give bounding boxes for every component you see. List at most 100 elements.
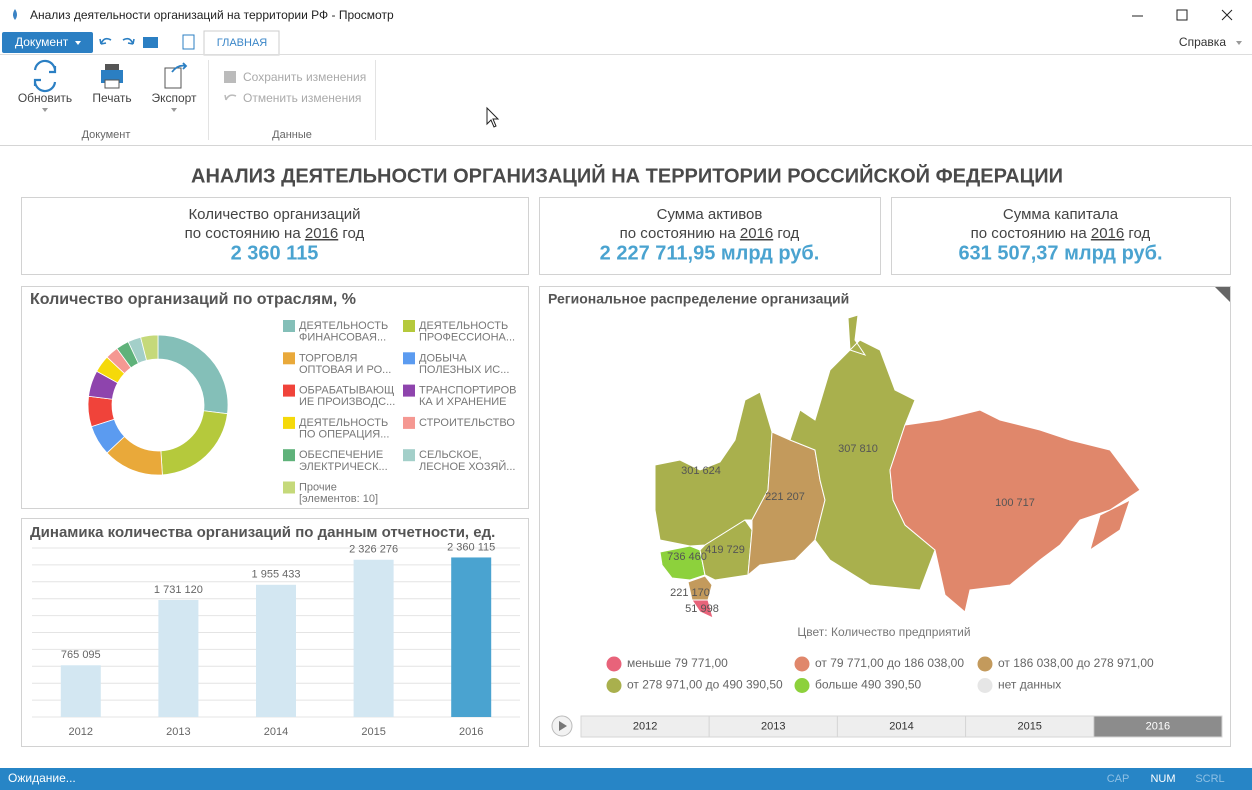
- kpi-card: [21, 197, 529, 275]
- legend-label[interactable]: меньше 79 771,00: [627, 656, 728, 670]
- legend-label[interactable]: больше 490 390,50: [815, 678, 922, 692]
- kpi-value: 2 360 115: [231, 242, 319, 264]
- kpi-cards: Количество организаций по состоянию на 20…: [21, 197, 1231, 275]
- close-button[interactable]: [1221, 9, 1233, 21]
- x-tick-label: 2016: [459, 726, 483, 738]
- legend-swatch[interactable]: [403, 416, 415, 429]
- legend-swatch[interactable]: [283, 449, 295, 462]
- timeline-label[interactable]: 2015: [1017, 720, 1041, 732]
- menu-arrow: [75, 41, 81, 45]
- chart-title: Динамика количества организаций по данны…: [30, 524, 495, 541]
- legend-label[interactable]: ДОБЫЧА ПОЛЕЗНЫХ ИС...: [419, 352, 509, 376]
- refresh-icon[interactable]: [33, 59, 57, 93]
- legend-swatch[interactable]: [403, 352, 415, 365]
- legend-marker[interactable]: [977, 678, 993, 693]
- maximize-button[interactable]: [1176, 9, 1188, 21]
- legend-label[interactable]: Прочие [элементов: 10]: [299, 481, 378, 505]
- legend-swatch[interactable]: [403, 320, 415, 332]
- legend-label[interactable]: нет данных: [998, 678, 1061, 692]
- document-menu-label[interactable]: Документ: [15, 35, 69, 49]
- bar[interactable]: [60, 665, 101, 717]
- legend-label[interactable]: ОБЕСПЕЧЕНИЕ ЭЛЕКТРИЧЕСК...: [299, 449, 388, 473]
- legend-label[interactable]: ТОРГОВЛЯ ОПТОВАЯ И РО...: [299, 352, 391, 376]
- undo-button[interactable]: [99, 37, 112, 45]
- region-label: 307 810: [838, 443, 878, 455]
- map-title: Региональное распределение организаций: [548, 291, 849, 307]
- map-region[interactable]: [691, 599, 714, 619]
- timeline-label[interactable]: 2012: [633, 720, 657, 732]
- map-region[interactable]: [659, 545, 706, 581]
- legend-swatch[interactable]: [283, 481, 295, 494]
- legend-label[interactable]: ТРАНСПОРТИРОВ КА И ХРАНЕНИЕ: [419, 385, 516, 409]
- play-icon: [559, 721, 567, 731]
- legend-swatch[interactable]: [283, 352, 295, 365]
- data-label: 1 955 433: [252, 569, 301, 581]
- panel-corner[interactable]: [1215, 287, 1230, 302]
- kpi-date-prefix: по состоянию на: [185, 225, 302, 242]
- kpi-label: Количество организаций: [188, 206, 360, 223]
- x-tick-label: 2013: [166, 726, 190, 738]
- legend-swatch[interactable]: [283, 384, 295, 397]
- legend-marker[interactable]: [794, 678, 810, 693]
- print-button[interactable]: [143, 37, 158, 48]
- ribbon-button[interactable]: Печать: [92, 91, 131, 105]
- kpi-date: по состоянию на 2016 год: [620, 225, 800, 242]
- legend-label[interactable]: СЕЛЬСКОЕ, ЛЕСНОЕ ХОЗЯЙ...: [419, 449, 515, 473]
- toolbar: [0, 31, 1252, 54]
- tab-label[interactable]: ГЛАВНАЯ: [217, 37, 268, 49]
- map-region[interactable]: [889, 409, 1141, 613]
- legend-label[interactable]: ДЕЯТЕЛЬНОСТЬ ПРОФЕССИОНА...: [419, 320, 515, 344]
- legend-label[interactable]: от 186 038,00 до 278 971,00: [998, 656, 1154, 670]
- legend-swatch[interactable]: [283, 320, 295, 332]
- map-region[interactable]: [687, 575, 713, 601]
- kpi-year[interactable]: 2016: [1091, 225, 1124, 242]
- legend-label[interactable]: от 79 771,00 до 186 038,00: [815, 656, 964, 670]
- ribbon-button[interactable]: Обновить: [18, 91, 72, 105]
- bar[interactable]: [451, 557, 492, 717]
- legend-swatch[interactable]: [403, 449, 415, 462]
- ribbon-group-label: Данные: [272, 129, 312, 141]
- timeline-step[interactable]: [1093, 715, 1223, 738]
- window-title: Анализ деятельности организаций на терри…: [30, 8, 394, 22]
- kpi-date-suffix: год: [777, 225, 799, 242]
- legend-marker[interactable]: [794, 656, 810, 672]
- help-menu[interactable]: Справка: [1179, 35, 1226, 49]
- bar[interactable]: [353, 559, 394, 717]
- timeline-label[interactable]: 2014: [889, 720, 913, 732]
- redo-button[interactable]: [122, 37, 135, 45]
- preview-button[interactable]: [182, 34, 195, 50]
- timeline-label[interactable]: 2016: [1146, 720, 1170, 732]
- export-icon[interactable]: [164, 67, 182, 89]
- legend-label[interactable]: ОБРАБАТЫВАЮЩ ИЕ ПРОИЗВОДС...: [299, 385, 395, 409]
- legend-swatch[interactable]: [403, 384, 415, 397]
- donut-segment[interactable]: [140, 334, 159, 361]
- kpi-date: по состоянию на 2016 год: [971, 225, 1151, 242]
- timeline-label[interactable]: 2013: [761, 720, 785, 732]
- legend-label[interactable]: ДЕЯТЕЛЬНОСТЬ ФИНАНСОВАЯ...: [299, 320, 388, 344]
- kpi-date-suffix: год: [342, 225, 364, 242]
- title-bar: [0, 0, 1252, 31]
- document-menu[interactable]: [2, 32, 93, 53]
- kpi-year[interactable]: 2016: [740, 225, 773, 242]
- ribbon-button[interactable]: Экспорт: [151, 91, 197, 105]
- dropdown-arrow: [42, 108, 48, 112]
- legend-swatch[interactable]: [283, 416, 295, 429]
- legend-marker[interactable]: [977, 656, 993, 672]
- data-label: 2 326 276: [349, 544, 398, 556]
- legend-label[interactable]: ДЕЯТЕЛЬНОСТЬ ПО ОПЕРАЦИЯ...: [299, 417, 389, 441]
- legend-marker[interactable]: [606, 656, 622, 672]
- legend-marker[interactable]: [606, 678, 622, 693]
- legend-label[interactable]: от 278 971,00 до 490 390,50: [627, 678, 783, 692]
- kpi-label: Сумма активов: [657, 206, 763, 223]
- bar[interactable]: [158, 599, 199, 717]
- cancel-icon: [224, 94, 237, 101]
- x-tick-label: 2012: [69, 726, 93, 738]
- kpi-card: [891, 197, 1231, 275]
- x-tick-label: 2015: [361, 726, 385, 738]
- bar[interactable]: [256, 584, 296, 717]
- legend-label[interactable]: СТРОИТЕЛЬСТВО: [419, 417, 515, 429]
- status-text: Ожидание...: [8, 771, 76, 785]
- region-label: 301 624: [681, 465, 721, 477]
- kpi-year[interactable]: 2016: [305, 225, 338, 242]
